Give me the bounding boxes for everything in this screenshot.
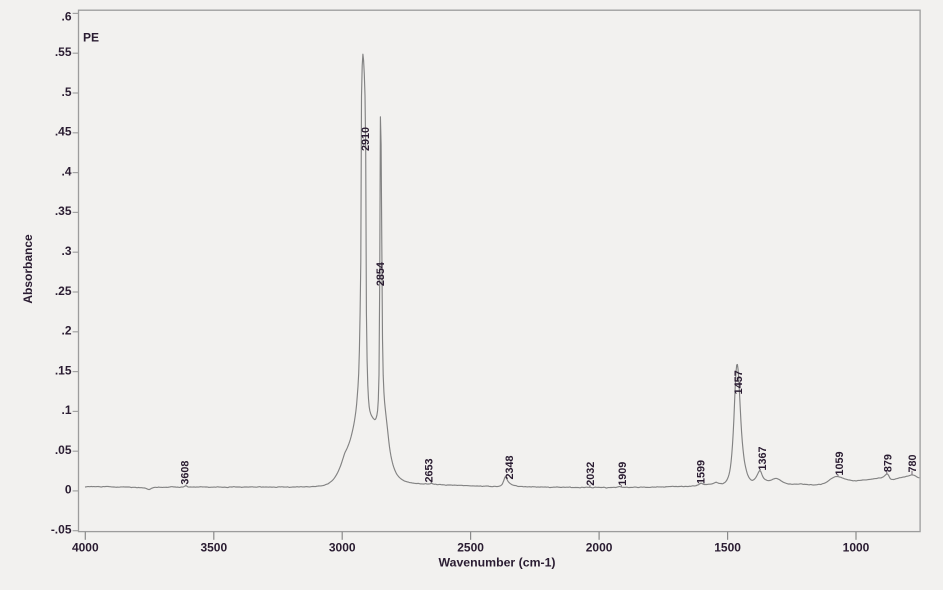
svg-text:1599: 1599 — [696, 460, 708, 484]
svg-text:.6: .6 — [61, 10, 71, 24]
svg-text:3000: 3000 — [329, 541, 356, 555]
svg-text:.55: .55 — [55, 45, 72, 59]
svg-text:.2: .2 — [61, 324, 71, 338]
svg-text:3500: 3500 — [200, 541, 227, 555]
svg-text:.05: .05 — [55, 443, 72, 457]
svg-text:1059: 1059 — [834, 451, 846, 475]
svg-text:2500: 2500 — [457, 541, 484, 555]
svg-text:.4: .4 — [61, 164, 71, 178]
svg-text:1500: 1500 — [714, 541, 741, 555]
svg-text:.5: .5 — [61, 85, 71, 99]
svg-text:-.05: -.05 — [51, 523, 72, 537]
svg-text:4000: 4000 — [72, 541, 99, 555]
svg-text:2653: 2653 — [424, 458, 436, 482]
svg-text:Wavenumber (cm-1): Wavenumber (cm-1) — [438, 556, 555, 570]
svg-text:2000: 2000 — [586, 541, 613, 555]
svg-text:0: 0 — [65, 483, 72, 497]
svg-text:.35: .35 — [55, 204, 72, 218]
svg-text:2032: 2032 — [585, 462, 597, 486]
svg-text:1000: 1000 — [843, 541, 870, 555]
svg-text:2348: 2348 — [504, 455, 516, 479]
svg-text:1909: 1909 — [617, 462, 629, 486]
svg-text:1367: 1367 — [757, 446, 769, 470]
svg-text:1457: 1457 — [733, 370, 745, 394]
svg-text:PE: PE — [83, 31, 99, 45]
svg-text:2854: 2854 — [375, 262, 387, 286]
svg-text:879: 879 — [882, 454, 894, 472]
svg-text:.15: .15 — [55, 363, 72, 377]
svg-text:.25: .25 — [55, 284, 72, 298]
svg-text:780: 780 — [907, 454, 919, 472]
svg-text:2910: 2910 — [360, 127, 372, 151]
svg-text:.45: .45 — [55, 125, 72, 139]
svg-text:.3: .3 — [61, 244, 71, 258]
svg-text:3608: 3608 — [179, 461, 191, 485]
svg-text:.1: .1 — [61, 403, 71, 417]
svg-text:Absorbance: Absorbance — [21, 234, 35, 304]
